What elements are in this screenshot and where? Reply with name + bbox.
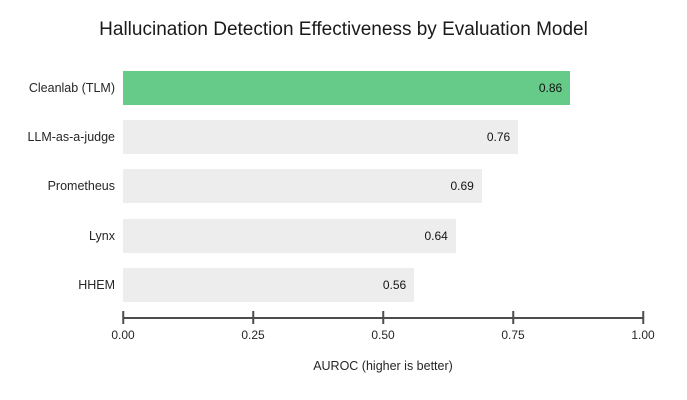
- bar-row: Lynx 0.64: [0, 211, 687, 260]
- bar-track: 0.56: [123, 267, 643, 302]
- x-axis-tick-label: 0.50: [371, 328, 395, 342]
- value-label: 0.76: [486, 129, 511, 144]
- bar-track: 0.64: [123, 218, 643, 253]
- bar-row: Prometheus 0.69: [0, 162, 687, 211]
- x-axis-tick-label: 0.75: [501, 328, 525, 342]
- category-label-lynx: Lynx: [89, 228, 115, 243]
- bar-lynx: 0.64: [123, 218, 456, 253]
- bar-track: 0.76: [123, 119, 643, 154]
- bar-hhem: 0.56: [123, 267, 415, 302]
- bar-row: HHEM 0.56: [0, 260, 687, 309]
- x-axis-tick: [122, 311, 124, 324]
- bar-cleanlab-tlm: 0.86: [123, 70, 571, 105]
- x-axis-tick-label: 0.00: [111, 328, 135, 342]
- bar-prometheus: 0.69: [123, 169, 482, 204]
- value-label: 0.86: [538, 80, 563, 95]
- bar-track: 0.86: [123, 70, 643, 105]
- bar-track: 0.69: [123, 169, 643, 204]
- chart-title: Hallucination Detection Effectiveness by…: [99, 19, 588, 40]
- x-axis-tick: [382, 311, 384, 324]
- bar-row: Cleanlab (TLM) 0.86: [0, 63, 687, 112]
- x-axis-title: AUROC (higher is better): [313, 359, 453, 373]
- x-axis: 0.00 0.25 0.50 0.75 1.00: [111, 311, 655, 351]
- bar-row: LLM-as-a-judge 0.76: [0, 112, 687, 161]
- category-label-llm-as-a-judge: LLM-as-a-judge: [27, 129, 115, 144]
- value-label: 0.64: [424, 228, 448, 243]
- category-label-cleanlab-tlm: Cleanlab (TLM): [28, 80, 115, 95]
- x-axis-tick-label: 0.25: [241, 328, 265, 342]
- value-label: 0.56: [382, 277, 407, 292]
- category-label-hhem: HHEM: [78, 277, 115, 292]
- bar-llm-as-a-judge: 0.76: [123, 119, 519, 154]
- x-axis-tick-label: 1.00: [631, 328, 655, 342]
- plot-area: Cleanlab (TLM) 0.86 LLM-as-a-judge 0.76 …: [0, 63, 687, 309]
- x-axis-tick: [512, 311, 514, 324]
- value-label: 0.69: [450, 179, 474, 194]
- x-axis-tick: [252, 311, 254, 324]
- category-label-prometheus: Prometheus: [47, 179, 115, 194]
- x-axis-tick: [642, 311, 644, 324]
